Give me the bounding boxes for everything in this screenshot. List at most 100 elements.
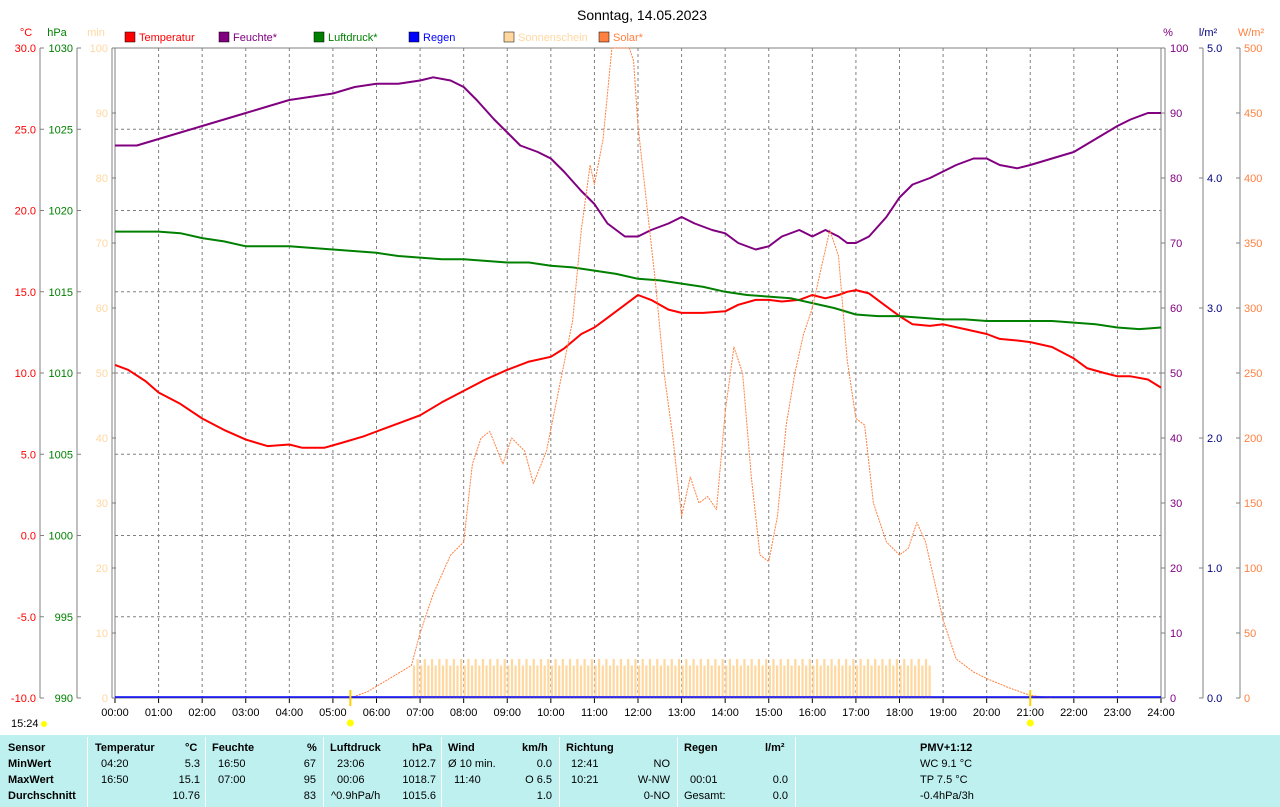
rain-axis-unit: l/m² <box>1199 27 1218 39</box>
sunshine-bar <box>441 665 445 698</box>
rain-tick-label: 1.0 <box>1207 563 1222 575</box>
pmv-value: TP 7.5 °C <box>920 774 968 786</box>
sunshine-bar <box>561 659 564 698</box>
header-feuchte: Feuchte <box>212 742 255 754</box>
sunshine-bar <box>572 665 575 698</box>
press-tick-label: 1030 <box>49 43 73 55</box>
dir-value: NO <box>653 758 671 770</box>
rain-tick-label: 3.0 <box>1207 303 1222 315</box>
sunshine-bar <box>761 665 764 698</box>
sunshine-bar <box>507 665 510 698</box>
wind-label: 11:40 <box>454 774 481 786</box>
sunshine-bar <box>645 665 648 698</box>
sunshine-bar <box>434 665 437 698</box>
current-time-label: 15:24 <box>11 718 39 730</box>
sunshine-bar <box>667 665 670 698</box>
sunshine-bar <box>514 665 517 698</box>
x-tick-label: 03:00 <box>232 707 260 719</box>
header-pmv: PMV+1:12 <box>920 742 973 754</box>
sunshine-bar <box>499 665 503 698</box>
press-tick-label: 1025 <box>49 124 73 136</box>
legend-swatch <box>124 31 136 43</box>
temp-tick-label: -5.0 <box>17 612 36 624</box>
x-tick-label: 22:00 <box>1060 707 1088 719</box>
sunshine-bar <box>554 659 557 698</box>
solar-tick-label: 400 <box>1244 173 1262 185</box>
sun-tick-label: 90 <box>96 108 108 120</box>
legend-swatch <box>218 31 230 43</box>
rain-tick-label: 5.0 <box>1207 43 1222 55</box>
sunshine-bar <box>819 665 822 698</box>
temp-tick-label: 20.0 <box>15 206 36 218</box>
sunshine-bar <box>765 659 768 698</box>
solar-tick-label: 250 <box>1244 368 1262 380</box>
solar-tick-label: 150 <box>1244 498 1262 510</box>
temp-value: 5.3 <box>184 758 200 770</box>
sunshine-bar <box>543 665 546 698</box>
sunshine-bar <box>834 665 837 698</box>
row-label: Durchschnitt <box>8 790 76 802</box>
sunshine-bar <box>910 659 913 698</box>
sunshine-bar <box>710 665 713 698</box>
x-tick-label: 06:00 <box>363 707 391 719</box>
sunshine-bar <box>518 659 521 698</box>
sunshine-bar <box>903 659 906 698</box>
sunshine-bar <box>696 665 699 698</box>
sunshine-bar <box>681 665 684 698</box>
sunshine-bar <box>430 659 434 698</box>
sunshine-bar <box>659 665 662 698</box>
sunshine-bar <box>786 659 790 698</box>
sunshine-bar <box>412 665 416 698</box>
summary-panel: Sensor Temperatur °C Feuchte % Luftdruck… <box>0 735 1280 807</box>
x-tick-label: 24:00 <box>1147 707 1175 719</box>
sunshine-bar <box>503 659 506 698</box>
hum-tick-label: 30 <box>1170 498 1182 510</box>
sunshine-bar <box>830 659 833 698</box>
sunshine-bar <box>776 665 779 698</box>
header-regen: Regen <box>684 742 718 754</box>
legend-entry: Sonnenschein <box>518 32 588 44</box>
sunshine-bar <box>449 665 452 698</box>
x-tick-label: 09:00 <box>493 707 521 719</box>
x-tick-label: 18:00 <box>886 707 914 719</box>
sun-tick-label: 50 <box>96 368 108 380</box>
header-richtung: Richtung <box>566 742 614 754</box>
sunshine-bar <box>576 659 579 698</box>
sunshine-bar <box>420 665 423 698</box>
temp-value: 15.1 <box>178 774 200 786</box>
legend-entry: Solar* <box>613 32 644 44</box>
sunshine-bar <box>529 665 532 698</box>
sunshine-bar <box>874 659 877 698</box>
sunshine-bar <box>685 659 688 698</box>
x-tick-label: 16:00 <box>799 707 827 719</box>
sunshine-bar <box>456 665 459 698</box>
press-tick-label: 990 <box>55 693 73 705</box>
sunshine-bar <box>688 665 692 698</box>
current-time-dot <box>41 721 47 727</box>
temp-value: 10.76 <box>172 790 200 802</box>
rain-total-label: Gesamt: <box>684 790 726 802</box>
press-value: 1012.7 <box>402 758 436 770</box>
x-tick-label: 14:00 <box>711 707 739 719</box>
sunshine-bar <box>790 665 793 698</box>
sunshine-bar <box>808 659 811 698</box>
solar-tick-label: 500 <box>1244 43 1262 55</box>
sunshine-bar <box>539 659 543 698</box>
time-marker-dot <box>1026 719 1034 727</box>
sunshine-bar <box>826 665 830 698</box>
sunshine-bar <box>801 659 804 698</box>
sunshine-bar <box>888 659 891 698</box>
sun-tick-label: 70 <box>96 238 108 250</box>
header-temperatur: Temperatur <box>95 742 155 754</box>
sunshine-bar <box>855 665 859 698</box>
x-tick-label: 02:00 <box>188 707 216 719</box>
sunshine-bar <box>881 659 884 698</box>
rain-value: 0.0 <box>772 790 788 802</box>
sunshine-bar <box>489 659 492 698</box>
row-label: MinWert <box>8 758 52 770</box>
header-wind-unit: km/h <box>522 742 548 754</box>
sunshine-bar <box>714 659 717 698</box>
legend-entry: Temperatur <box>139 32 195 44</box>
sunshine-bar <box>558 665 561 698</box>
legend: Temperatur Feuchte* Luftdruck* Regen Sonnens… <box>124 31 644 44</box>
